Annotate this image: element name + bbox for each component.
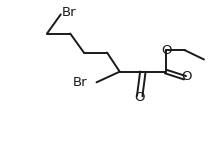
Text: O: O	[161, 44, 171, 57]
Text: O: O	[181, 70, 191, 83]
Text: O: O	[134, 91, 145, 104]
Text: Br: Br	[73, 76, 87, 89]
Text: Br: Br	[62, 6, 77, 19]
